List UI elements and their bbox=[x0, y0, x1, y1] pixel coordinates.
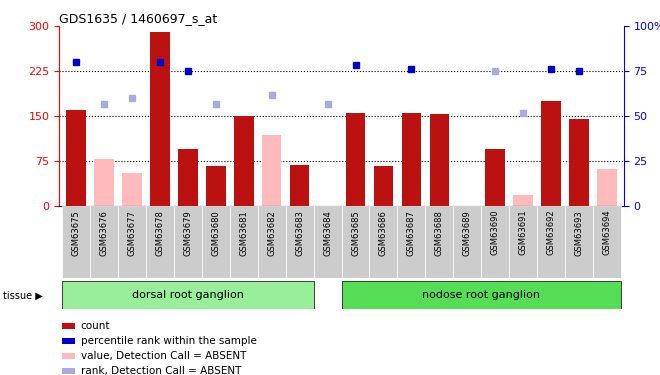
Bar bbox=[150, 32, 170, 206]
Bar bbox=[62, 206, 90, 278]
Text: GSM63683: GSM63683 bbox=[295, 210, 304, 256]
Bar bbox=[290, 165, 310, 206]
Text: GSM63679: GSM63679 bbox=[183, 210, 193, 256]
Bar bbox=[258, 206, 286, 278]
Bar bbox=[481, 206, 509, 278]
Bar bbox=[509, 206, 537, 278]
Bar bbox=[174, 206, 202, 278]
Text: GSM63684: GSM63684 bbox=[323, 210, 332, 256]
Bar bbox=[342, 206, 370, 278]
Text: GSM63676: GSM63676 bbox=[100, 210, 109, 256]
Bar bbox=[62, 353, 75, 359]
Text: GSM63675: GSM63675 bbox=[72, 210, 81, 256]
Bar bbox=[202, 206, 230, 278]
Bar bbox=[314, 206, 342, 278]
Bar bbox=[62, 281, 314, 309]
Text: tissue ▶: tissue ▶ bbox=[3, 291, 43, 300]
Bar bbox=[537, 206, 565, 278]
Bar bbox=[122, 173, 142, 206]
Bar bbox=[569, 119, 589, 206]
Bar bbox=[178, 149, 198, 206]
Text: GSM63689: GSM63689 bbox=[463, 210, 472, 256]
Text: GSM63680: GSM63680 bbox=[211, 210, 220, 256]
Bar bbox=[62, 338, 75, 344]
Bar bbox=[67, 110, 86, 206]
Text: GSM63688: GSM63688 bbox=[435, 210, 444, 256]
Text: GSM63692: GSM63692 bbox=[546, 210, 556, 255]
Text: GSM63687: GSM63687 bbox=[407, 210, 416, 256]
Text: count: count bbox=[81, 321, 110, 331]
Bar bbox=[402, 113, 421, 206]
Bar bbox=[262, 135, 281, 206]
Bar bbox=[593, 206, 621, 278]
Bar bbox=[342, 281, 621, 309]
Text: percentile rank within the sample: percentile rank within the sample bbox=[81, 336, 257, 346]
Bar bbox=[346, 113, 365, 206]
Bar bbox=[397, 206, 425, 278]
Bar bbox=[513, 195, 533, 206]
Text: GSM63681: GSM63681 bbox=[240, 210, 248, 256]
Bar bbox=[485, 149, 505, 206]
Bar bbox=[94, 159, 114, 206]
Bar bbox=[286, 206, 313, 278]
Text: GSM63694: GSM63694 bbox=[603, 210, 611, 255]
Bar bbox=[565, 206, 593, 278]
Bar bbox=[62, 368, 75, 374]
Text: GDS1635 / 1460697_s_at: GDS1635 / 1460697_s_at bbox=[59, 12, 218, 25]
Bar bbox=[425, 206, 453, 278]
Bar bbox=[146, 206, 174, 278]
Text: nodose root ganglion: nodose root ganglion bbox=[422, 290, 541, 300]
Text: value, Detection Call = ABSENT: value, Detection Call = ABSENT bbox=[81, 351, 246, 361]
Text: GSM63693: GSM63693 bbox=[574, 210, 583, 256]
Text: GSM63691: GSM63691 bbox=[519, 210, 527, 255]
Bar bbox=[597, 169, 616, 206]
Text: rank, Detection Call = ABSENT: rank, Detection Call = ABSENT bbox=[81, 366, 241, 375]
Bar bbox=[62, 323, 75, 329]
Bar bbox=[206, 166, 226, 206]
Bar bbox=[234, 116, 253, 206]
Bar bbox=[430, 114, 449, 206]
Text: dorsal root ganglion: dorsal root ganglion bbox=[132, 290, 244, 300]
Text: GSM63682: GSM63682 bbox=[267, 210, 277, 256]
Text: GSM63678: GSM63678 bbox=[156, 210, 164, 256]
Bar bbox=[453, 206, 481, 278]
Bar bbox=[374, 166, 393, 206]
Text: GSM63685: GSM63685 bbox=[351, 210, 360, 256]
Bar bbox=[230, 206, 258, 278]
Bar bbox=[90, 206, 118, 278]
Bar bbox=[541, 101, 561, 206]
Bar bbox=[370, 206, 397, 278]
Text: GSM63690: GSM63690 bbox=[490, 210, 500, 255]
Text: GSM63686: GSM63686 bbox=[379, 210, 388, 256]
Text: GSM63677: GSM63677 bbox=[127, 210, 137, 256]
Bar bbox=[118, 206, 146, 278]
